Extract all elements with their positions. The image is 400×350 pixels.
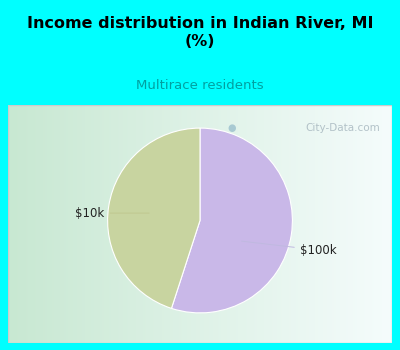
Text: $100k: $100k [242,241,336,257]
Text: $10k: $10k [75,206,149,219]
Wedge shape [172,128,292,313]
Text: Income distribution in Indian River, MI
(%): Income distribution in Indian River, MI … [27,16,373,49]
Text: City-Data.com: City-Data.com [306,124,380,133]
Text: Multirace residents: Multirace residents [136,79,264,92]
Wedge shape [108,128,200,308]
Text: ●: ● [228,124,236,133]
